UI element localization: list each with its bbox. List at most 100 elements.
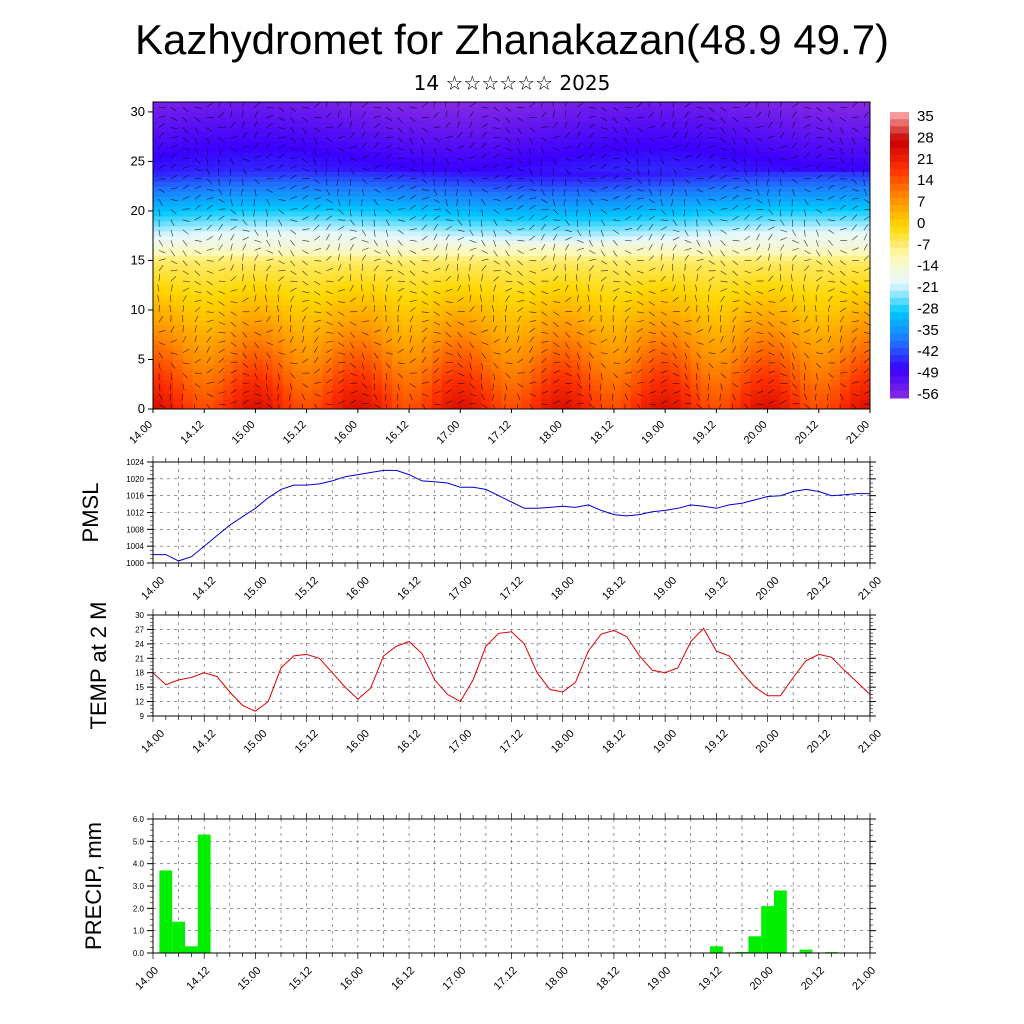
- heatmap-cell: [501, 116, 513, 123]
- heatmap-cell: [591, 280, 602, 286]
- heatmap-cell: [571, 389, 582, 395]
- heatmap-cell: [431, 210, 443, 217]
- heatmap-cell: [750, 131, 762, 138]
- heatmap-cell: [601, 210, 612, 217]
- heatmap-cell: [631, 186, 642, 192]
- wind-barb: [242, 362, 249, 368]
- heatmap-cell: [162, 290, 174, 296]
- heatmap-cell: [232, 235, 244, 242]
- heatmap-cell: [292, 210, 303, 217]
- heatmap-cell: [401, 305, 413, 311]
- heatmap-cell: [501, 235, 513, 242]
- heatmap-cell: [531, 309, 542, 316]
- heatmap-cell: [760, 290, 772, 296]
- heatmap-cell: [700, 205, 712, 212]
- heatmap-cell: [471, 275, 483, 281]
- heatmap-cell: [551, 344, 562, 351]
- heatmap-cell: [421, 181, 433, 187]
- heatmap-cell: [680, 349, 692, 356]
- wind-barb: [744, 381, 752, 384]
- heatmap-cell: [342, 240, 353, 247]
- wind-barb: [684, 393, 692, 397]
- heatmap-cell: [820, 394, 831, 400]
- wind-barb: [815, 362, 822, 369]
- heatmap-cell: [521, 300, 533, 306]
- heatmap-cell: [302, 359, 313, 366]
- heatmap-cell: [182, 191, 194, 197]
- heatmap-cell: [332, 305, 343, 311]
- heatmap-cell: [780, 161, 791, 167]
- heatmap-cell: [272, 300, 284, 306]
- heatmap-cell: [481, 295, 493, 301]
- heatmap-cell: [680, 230, 692, 237]
- heatmap-cell: [700, 295, 712, 301]
- heatmap-cell: [740, 181, 752, 187]
- heatmap-cell: [312, 151, 323, 158]
- wind-barb: [362, 393, 369, 397]
- wind-barb: [302, 335, 305, 343]
- wind-barb: [254, 352, 258, 360]
- heatmap-cell: [601, 126, 612, 133]
- heatmap-cell: [282, 102, 294, 108]
- heatmap-cell: [820, 265, 831, 271]
- heatmap-cell: [362, 275, 373, 281]
- heatmap-cell: [272, 191, 284, 197]
- heatmap-cell: [660, 265, 672, 271]
- heatmap-cell: [362, 116, 373, 123]
- heatmap-cell: [621, 275, 632, 281]
- heatmap-cell: [780, 210, 791, 217]
- wind-barb: [206, 368, 213, 374]
- wind-barb: [254, 383, 260, 389]
- heatmap-cell: [352, 205, 363, 212]
- heatmap-cell: [810, 111, 821, 118]
- heatmap-cell: [401, 131, 413, 138]
- wind-barb: [684, 373, 688, 380]
- heatmap-cell: [631, 339, 642, 346]
- heatmap-cell: [621, 131, 632, 138]
- heatmap-cell: [740, 102, 752, 108]
- heatmap-cell: [720, 275, 732, 281]
- heatmap-cell: [730, 201, 742, 207]
- heatmap-cell: [770, 295, 781, 301]
- heatmap-cell: [441, 379, 453, 385]
- heatmap-cell: [591, 116, 602, 123]
- wind-barb: [612, 325, 614, 333]
- heatmap-cell: [501, 141, 513, 148]
- heatmap-cell: [501, 394, 513, 400]
- heatmap-cell: [690, 319, 702, 326]
- heatmap-cell: [830, 131, 841, 138]
- heatmap-cell: [202, 156, 214, 163]
- heatmap-cell: [192, 354, 204, 361]
- heatmap-cell: [680, 399, 692, 405]
- heatmap-cell: [342, 220, 353, 227]
- heatmap-cell: [322, 305, 333, 311]
- heatmap-cell: [561, 260, 572, 266]
- heatmap-cell: [222, 161, 234, 167]
- heatmap-cell: [352, 201, 363, 207]
- heatmap-cell: [790, 260, 801, 266]
- heatmap-cell: [451, 151, 463, 158]
- heatmap-cell: [810, 379, 821, 385]
- heatmap-cell: [202, 220, 214, 227]
- heatmap-cell: [491, 255, 503, 262]
- heatmap-cell: [212, 359, 224, 366]
- heatmap-cell: [372, 280, 383, 286]
- heatmap-cell: [860, 344, 870, 351]
- heatmap-cell: [342, 290, 353, 296]
- heatmap-cell: [481, 300, 493, 306]
- heatmap-cell: [690, 344, 702, 351]
- heatmap-cell: [730, 225, 742, 232]
- heatmap-cell: [640, 394, 652, 400]
- wind-barb: [169, 383, 172, 391]
- heatmap-cell: [581, 126, 592, 133]
- heatmap-cell: [451, 295, 463, 301]
- wind-barb: [541, 341, 549, 343]
- heatmap-cell: [192, 379, 204, 385]
- heatmap-cell: [700, 106, 712, 113]
- heatmap-cell: [571, 280, 582, 286]
- heatmap-cell: [601, 265, 612, 271]
- wind-barb: [696, 403, 703, 409]
- heatmap-cell: [421, 176, 433, 182]
- wind-barb: [326, 332, 334, 334]
- heatmap-cell: [461, 319, 473, 326]
